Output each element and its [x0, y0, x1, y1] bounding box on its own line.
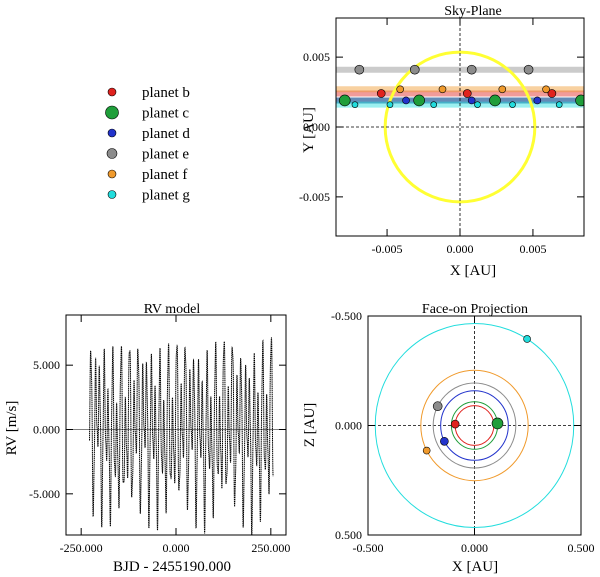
- rv-xtick-label: -250.000: [60, 541, 103, 555]
- legend-marker: [105, 105, 119, 120]
- face-on-panel: Face-on Projection X [AU] Z [AU] -0.500 0…: [302, 302, 595, 575]
- legend-marker: [107, 87, 117, 97]
- sky-xtick-label: 0.000: [447, 242, 474, 256]
- legend-label: planet c: [142, 106, 189, 122]
- legend-marker: [107, 169, 117, 179]
- face-on-ytick-label: 0.000: [335, 419, 362, 433]
- sky-xtick-label: 0.005: [519, 242, 546, 256]
- sky-planet-point: [338, 94, 351, 107]
- sky-planet-point: [430, 101, 438, 108]
- legend-marker: [107, 128, 117, 138]
- face-on-planet-point: [450, 419, 460, 429]
- sky-planet-point: [402, 96, 410, 105]
- legend-label: planet f: [142, 167, 187, 183]
- sky-planet-point: [467, 96, 476, 105]
- face-on-planet-point: [432, 401, 443, 412]
- sky-planet-point: [498, 85, 507, 94]
- legend-marker: [106, 148, 118, 159]
- sky-planet-point: [547, 89, 557, 98]
- sky-ytick-label: 0.005: [303, 50, 330, 64]
- sky-planet-point: [555, 101, 563, 108]
- face-on-orbit: [432, 382, 517, 469]
- face-on-planet-point: [491, 417, 504, 430]
- sky-plane-plot-area: [336, 18, 584, 236]
- sky-planet-point: [376, 89, 386, 98]
- sky-planet-point: [354, 64, 365, 75]
- sky-planet-point: [413, 94, 425, 107]
- face-on-orbit: [374, 322, 575, 529]
- rv-ylabel: RV [m/s]: [4, 401, 20, 456]
- sky-planet-point: [542, 85, 550, 94]
- sky-xtick-label: -0.005: [372, 242, 403, 256]
- face-on-ytick-label: -0.500: [331, 309, 362, 323]
- face-on-ylabel: Z [AU]: [302, 403, 318, 448]
- sky-planet-point: [575, 94, 584, 107]
- sky-star-disk: [383, 50, 537, 204]
- rv-curve: [89, 337, 274, 536]
- sky-planet-point: [509, 101, 516, 108]
- face-on-planet-point: [440, 436, 449, 446]
- rv-title: RV model: [144, 302, 201, 317]
- face-on-title: Face-on Projection: [422, 302, 528, 317]
- face-on-ytick-label: 0.500: [335, 528, 362, 542]
- face-on-orbit: [420, 369, 529, 482]
- legend: planet b planet c planet d planet e planet f…: [105, 85, 190, 204]
- face-on-planet-point: [523, 335, 531, 343]
- sky-planet-point: [466, 64, 477, 75]
- legend-label: planet d: [142, 126, 190, 142]
- rv-xtick-label: 0.000: [163, 541, 190, 555]
- sky-planet-point: [489, 94, 501, 107]
- sky-planet-point: [351, 101, 359, 108]
- face-on-xtick-label: -0.500: [353, 541, 384, 555]
- rv-xtick-label: 250.000: [251, 541, 290, 555]
- rv-ytick-label: 0.000: [33, 423, 60, 437]
- face-on-xtick-label: 0.500: [568, 541, 595, 555]
- rv-model-panel: RV model BJD - 2455190.000 RV [m/s] -250…: [4, 302, 290, 575]
- sky-plane-title: Sky-Plane: [444, 4, 502, 19]
- sky-plane-ylabel: Y [AU]: [301, 107, 317, 153]
- sky-planet-point: [438, 85, 447, 94]
- legend-marker: [107, 190, 117, 199]
- sky-planet-point: [409, 64, 420, 75]
- legend-label: planet g: [142, 188, 190, 204]
- face-on-xtick-label: 0.000: [461, 541, 488, 555]
- legend-label: planet b: [142, 85, 190, 101]
- sky-planet-point: [474, 101, 481, 108]
- face-on-orbit: [440, 390, 509, 461]
- sky-planet-point: [533, 96, 542, 105]
- sky-planet-point: [523, 64, 534, 75]
- sky-ytick-label: 0.000: [303, 120, 330, 134]
- sky-plane-xlabel: X [AU]: [450, 263, 496, 279]
- rv-xlabel: BJD - 2455190.000: [113, 559, 231, 575]
- face-on-xlabel: X [AU]: [452, 559, 498, 575]
- legend-label: planet e: [142, 147, 189, 163]
- sky-planet-point: [462, 89, 472, 98]
- face-on-planet-point: [422, 446, 431, 455]
- sky-planet-point: [396, 85, 404, 94]
- sky-ytick-label: -0.005: [299, 190, 330, 204]
- rv-ytick-label: 5.000: [33, 358, 60, 372]
- sky-plane-panel: Sky-Plane X [AU] Y [AU] -0.005 0.000 0.005…: [299, 4, 585, 279]
- rv-ytick-label: -5.000: [29, 487, 60, 501]
- sky-planet-point: [386, 101, 394, 108]
